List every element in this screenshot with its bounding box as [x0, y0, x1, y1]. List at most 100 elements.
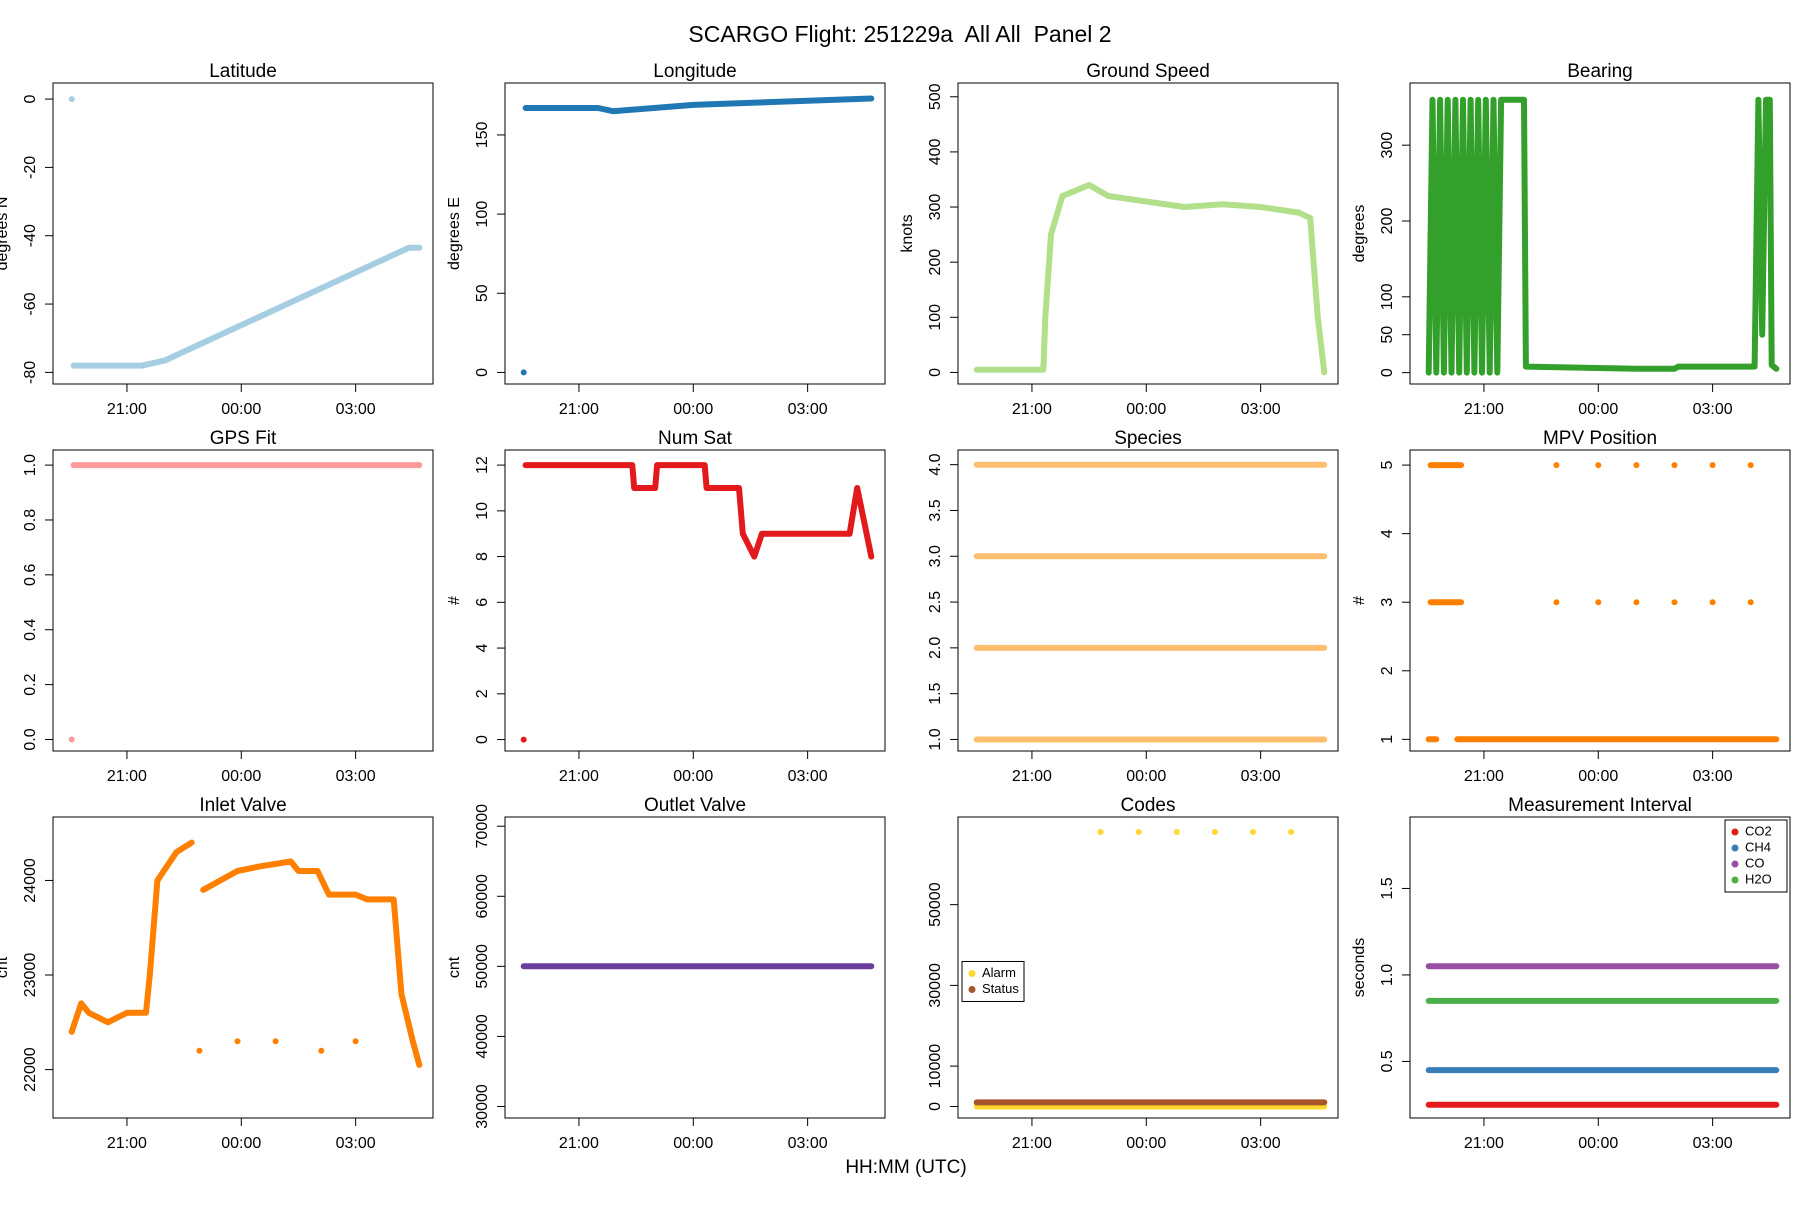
x-tick-label: 21:00: [107, 768, 147, 785]
y-tick-label: 12: [474, 456, 491, 474]
y-axis-label: degrees N: [0, 197, 11, 271]
y-tick-label: 2: [1379, 666, 1396, 675]
x-tick-label: 03:00: [336, 1135, 376, 1152]
y-tick-label: 1: [1379, 735, 1396, 744]
y-tick-label: -40: [22, 224, 39, 247]
y-tick-label: 4: [1379, 529, 1396, 538]
y-tick-label: 0: [927, 1102, 944, 1111]
y-tick-label: 3: [1379, 598, 1396, 607]
y-tick-label: 0: [474, 735, 491, 744]
panel-title: Species: [1114, 428, 1182, 449]
y-tick-label: 200: [927, 249, 944, 276]
x-tick-label: 00:00: [1578, 768, 1618, 785]
y-axis-label: knots: [899, 214, 916, 252]
data-line: [68, 462, 423, 743]
x-tick-label: 03:00: [1693, 768, 1733, 785]
y-tick-label: 150: [474, 121, 491, 148]
panel-title: Codes: [1121, 795, 1176, 816]
x-tick-label: 21:00: [1012, 1135, 1052, 1152]
legend-label: H2O: [1745, 871, 1772, 886]
x-tick-label: 21:00: [107, 1135, 147, 1152]
panel: Outlet Valve cnt 21:00 00:00 03:00 30000 40000…: [446, 795, 886, 1152]
y-tick-label: 50000: [927, 882, 944, 927]
y-tick-label: 0.6: [22, 564, 39, 586]
x-tick-label: 03:00: [336, 401, 376, 418]
panel: Codes 21:00 00:00 03:00 0 10000 30000 50000 Alar…: [927, 795, 1339, 1152]
x-tick-label: 00:00: [673, 768, 713, 785]
y-tick-label: 0: [1379, 368, 1396, 377]
legend-symbol: [1731, 860, 1739, 868]
panel-title: GPS Fit: [210, 428, 277, 449]
plot-box: [504, 449, 886, 752]
x-axis-label: HH:MM (UTC): [845, 1157, 966, 1178]
y-tick-label: 2.0: [927, 637, 944, 659]
plot-box: [504, 82, 886, 385]
x-tick-label: 00:00: [1126, 1135, 1166, 1152]
y-tick-label: 0: [474, 368, 491, 377]
x-tick-label: 00:00: [1126, 401, 1166, 418]
x-tick-label: 21:00: [559, 768, 599, 785]
plot-box: [52, 449, 434, 752]
legend-label: CO2: [1745, 823, 1772, 838]
y-tick-label: 10: [474, 502, 491, 520]
x-tick-label: 00:00: [1578, 1135, 1618, 1152]
x-tick-label: 21:00: [1464, 401, 1504, 418]
data-line: [196, 1038, 359, 1054]
panel-title: Bearing: [1567, 61, 1633, 82]
plot-box: [1409, 449, 1791, 752]
x-tick-label: 00:00: [1126, 768, 1166, 785]
y-tick-label: 0.8: [22, 509, 39, 531]
y-tick-label: 40000: [474, 1014, 491, 1059]
x-tick-label: 00:00: [673, 1135, 713, 1152]
legend-label: Status: [982, 981, 1019, 996]
y-tick-label: 3.0: [927, 545, 944, 567]
y-tick-label: 200: [1379, 208, 1396, 235]
x-tick-label: 21:00: [1012, 768, 1052, 785]
y-tick-label: 50000: [474, 944, 491, 989]
x-tick-label: 03:00: [788, 401, 828, 418]
plot-box: [957, 449, 1339, 752]
y-tick-label: 2.5: [927, 591, 944, 613]
panel: MPV Position #21:00 00:00 03:00 1 2 3 4 5: [1351, 428, 1791, 785]
x-tick-label: 03:00: [1241, 768, 1281, 785]
panel-title: Ground Speed: [1086, 61, 1210, 82]
y-tick-label: 4.0: [927, 453, 944, 475]
x-tick-label: 03:00: [788, 768, 828, 785]
x-tick-label: 03:00: [1693, 401, 1733, 418]
plot-box: [52, 82, 434, 385]
legend-symbol: [1731, 876, 1739, 884]
x-tick-label: 21:00: [1464, 768, 1504, 785]
data-line: [520, 95, 875, 376]
plot-box: [504, 816, 886, 1119]
y-tick-label: 8: [474, 552, 491, 561]
y-axis-label: degrees: [1351, 205, 1368, 263]
y-axis-label: degrees E: [446, 197, 463, 270]
legend-symbol: [1731, 844, 1739, 852]
y-tick-label: 10000: [927, 1044, 944, 1089]
x-tick-label: 00:00: [673, 401, 713, 418]
legend-box: [961, 960, 1025, 1002]
legend-symbol: [968, 985, 976, 993]
x-tick-label: 00:00: [221, 768, 261, 785]
panel-title: Latitude: [209, 61, 277, 82]
legend-symbol: [968, 969, 976, 977]
y-tick-label: 0: [927, 368, 944, 377]
x-tick-label: 03:00: [1693, 1135, 1733, 1152]
y-tick-label: 5: [1379, 461, 1396, 470]
y-tick-label: 0.4: [22, 619, 39, 641]
y-tick-label: 24000: [22, 858, 39, 903]
panel: Ground Speed knots 21:00 00:00 03:00 0 100 200 3…: [899, 61, 1339, 418]
y-tick-label: 70000: [474, 804, 491, 849]
panel-title: Measurement Interval: [1508, 795, 1692, 816]
y-tick-label: 1.0: [927, 728, 944, 750]
y-tick-label: 1.0: [1379, 964, 1396, 986]
y-tick-label: 300: [1379, 132, 1396, 159]
legend-label: Alarm: [982, 965, 1016, 980]
legend-label: CO: [1745, 855, 1765, 870]
legend-label: CH4: [1745, 839, 1771, 854]
figure-title: SCARGO Flight: 251229a All All Panel 2: [688, 21, 1111, 47]
plot-box: [1409, 82, 1791, 385]
plot-box: [52, 816, 434, 1119]
